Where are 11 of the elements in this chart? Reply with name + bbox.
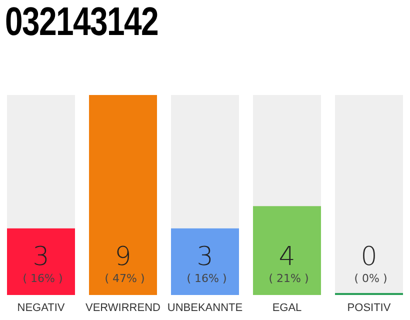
- x-tick-label: POSITIV: [347, 302, 392, 314]
- data-label: 3 ( 16% ): [183, 242, 227, 285]
- x-tick-label: UNBEKANNTE: [167, 302, 243, 314]
- data-label: 0 ( 0% ): [350, 242, 388, 285]
- data-label: 4 ( 21% ): [265, 242, 309, 285]
- x-tick-label: NEGATIV: [17, 302, 66, 314]
- x-tick-label: VERWIRREND: [86, 302, 161, 314]
- x-tick-label: EGAL: [272, 302, 302, 314]
- data-label: 9 ( 47% ): [101, 242, 145, 285]
- data-label: 3 ( 16% ): [19, 242, 63, 285]
- chart-title: 032143142: [5, 0, 158, 45]
